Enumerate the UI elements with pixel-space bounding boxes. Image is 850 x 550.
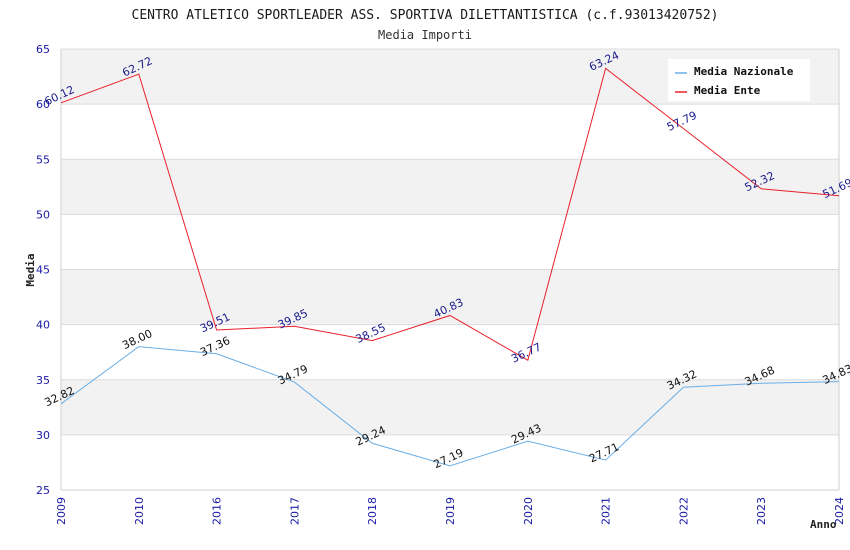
grid-band [61, 214, 839, 270]
x-tick-label: 2010 [133, 497, 146, 525]
grid-band [61, 269, 839, 325]
series-line-ente [60, 67, 840, 361]
legend-box [668, 59, 810, 101]
x-tick-label: 2021 [600, 497, 613, 525]
legend-label-nazionale: Media Nazionale [694, 65, 794, 78]
y-axis-label: Media [24, 253, 37, 286]
x-tick-label: 2009 [55, 497, 68, 525]
x-tick-label: 2020 [522, 497, 535, 525]
x-axis-ticks: 2009 2010 2016 2017 2018 2019 2020 2021 2022 2023… [55, 497, 846, 525]
grid-band [61, 324, 839, 380]
grid-band [61, 434, 839, 490]
y-tick-label: 25 [36, 484, 50, 497]
y-axis-ticks: 25 30 35 40 45 50 55 60 65 [36, 43, 50, 497]
y-tick-label: 50 [36, 208, 50, 221]
chart-title: CENTRO ATLETICO SPORTLEADER ASS. SPORTIV… [132, 8, 719, 23]
grid-band [61, 159, 839, 215]
series-lines [60, 67, 840, 467]
grid-bands [60, 48, 840, 491]
chart-subtitle: Media Importi [378, 28, 472, 42]
x-tick-label: 2019 [444, 497, 457, 525]
y-tick-label: 35 [36, 374, 50, 387]
grid-band [61, 379, 839, 435]
y-tick-label: 45 [36, 264, 50, 277]
y-tick-label: 30 [36, 429, 50, 442]
y-tick-label: 65 [36, 43, 50, 56]
x-tick-label: 2017 [288, 497, 301, 525]
x-tick-label: 2023 [755, 497, 768, 525]
x-tick-label: 2022 [677, 497, 690, 525]
y-tick-label: 60 [36, 98, 50, 111]
y-tick-label: 55 [36, 153, 50, 166]
y-tick-label: 40 [36, 319, 50, 332]
x-tick-label: 2016 [211, 497, 224, 525]
x-axis-label: Anno [810, 518, 837, 531]
legend: Media Nazionale Media Ente [668, 59, 810, 101]
legend-label-ente: Media Ente [694, 84, 761, 97]
x-tick-label: 2018 [366, 497, 379, 525]
series-line-nazionale [60, 346, 840, 467]
grid-band [61, 104, 839, 160]
x-tick-label: 2024 [833, 497, 846, 525]
